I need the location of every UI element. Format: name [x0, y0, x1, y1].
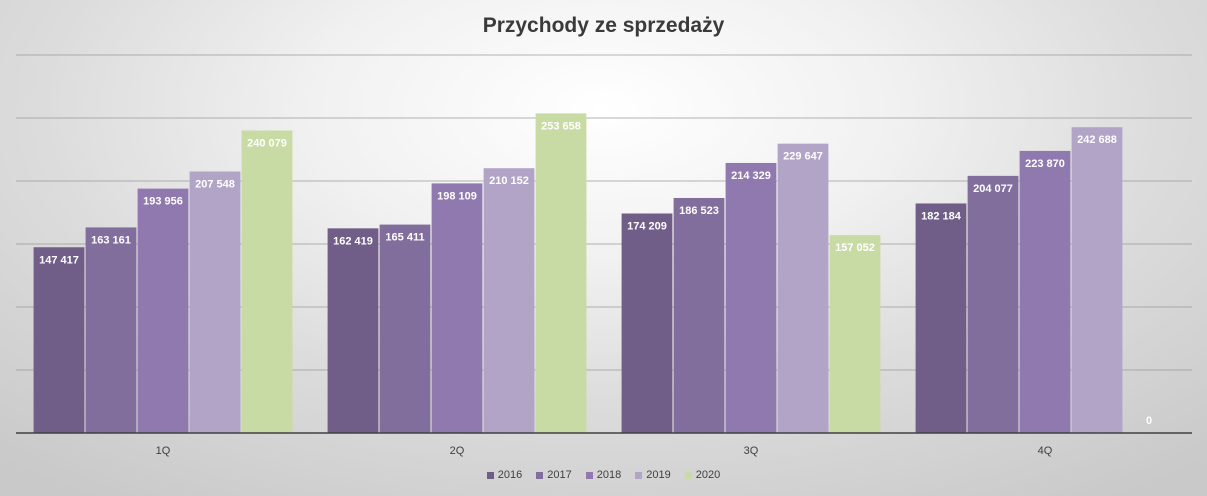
- legend-label: 2016: [497, 469, 523, 481]
- data-label: 162 419: [333, 235, 373, 247]
- bar-2019-1Q: [189, 171, 241, 434]
- data-label: 193 956: [143, 196, 183, 208]
- bar-2018-3Q: [725, 162, 777, 433]
- data-label: 240 079: [247, 138, 287, 150]
- x-tick-label: 4Q: [1038, 445, 1053, 457]
- legend-swatch: [635, 471, 643, 479]
- legend-label: 2019: [646, 469, 671, 481]
- data-label: 163 161: [91, 234, 131, 246]
- bar-2018-4Q: [1019, 150, 1071, 433]
- data-label: 253 658: [541, 120, 581, 132]
- data-label: 182 184: [921, 210, 962, 222]
- bar-2020-3Q: [829, 235, 881, 433]
- bar-2016-2Q: [327, 228, 379, 433]
- bar-2020-2Q: [535, 113, 587, 433]
- data-label: 147 417: [39, 254, 79, 266]
- legend-swatch: [486, 471, 494, 479]
- legend-item-2019: 2019: [635, 469, 671, 481]
- legend-item-2017: 2017: [536, 469, 572, 481]
- bar-2020-1Q: [241, 130, 293, 433]
- bar-2016-4Q: [915, 203, 967, 433]
- data-label: 174 209: [627, 220, 667, 232]
- data-label: 186 523: [679, 205, 719, 217]
- legend-item-2018: 2018: [585, 469, 622, 481]
- data-label: 0: [1146, 415, 1152, 427]
- legend-item-2016: 2016: [486, 469, 523, 481]
- legend-label: 2018: [596, 469, 622, 481]
- bar-2017-1Q: [85, 227, 137, 433]
- bar-2018-1Q: [137, 188, 189, 433]
- data-label: 223 870: [1025, 158, 1065, 170]
- x-tick-label: 3Q: [744, 445, 759, 457]
- bar-2019-2Q: [483, 168, 535, 433]
- bar-2018-2Q: [431, 183, 483, 433]
- bar-2016-3Q: [621, 213, 673, 433]
- data-label: 198 109: [437, 190, 477, 202]
- data-label: 242 688: [1077, 134, 1117, 146]
- bar-2017-3Q: [673, 197, 725, 433]
- x-tick-label: 2Q: [450, 445, 465, 457]
- legend-item-2020: 2020: [684, 469, 721, 481]
- bar-2017-4Q: [967, 175, 1019, 433]
- data-label: 207 548: [195, 178, 235, 190]
- bar-2017-2Q: [379, 224, 431, 433]
- legend-swatch: [585, 471, 593, 479]
- bar-2019-4Q: [1071, 127, 1123, 433]
- data-label: 204 077: [973, 183, 1013, 195]
- x-tick-label: 1Q: [156, 445, 171, 457]
- bar-2016-1Q: [33, 247, 85, 433]
- legend-swatch: [684, 471, 692, 479]
- legend-swatch: [536, 471, 544, 479]
- data-label: 157 052: [835, 242, 875, 254]
- legend-label: 2017: [547, 469, 572, 481]
- data-label: 214 329: [731, 170, 771, 182]
- legend-label: 2020: [695, 469, 721, 481]
- chart-title: Przychody ze sprzedaży: [482, 14, 725, 37]
- data-label: 210 152: [489, 175, 529, 187]
- bar-2019-3Q: [777, 143, 829, 433]
- data-label: 229 647: [783, 151, 823, 163]
- data-label: 165 411: [385, 232, 424, 244]
- legend: 2016 2017 2018 2019 2020: [0, 469, 1207, 481]
